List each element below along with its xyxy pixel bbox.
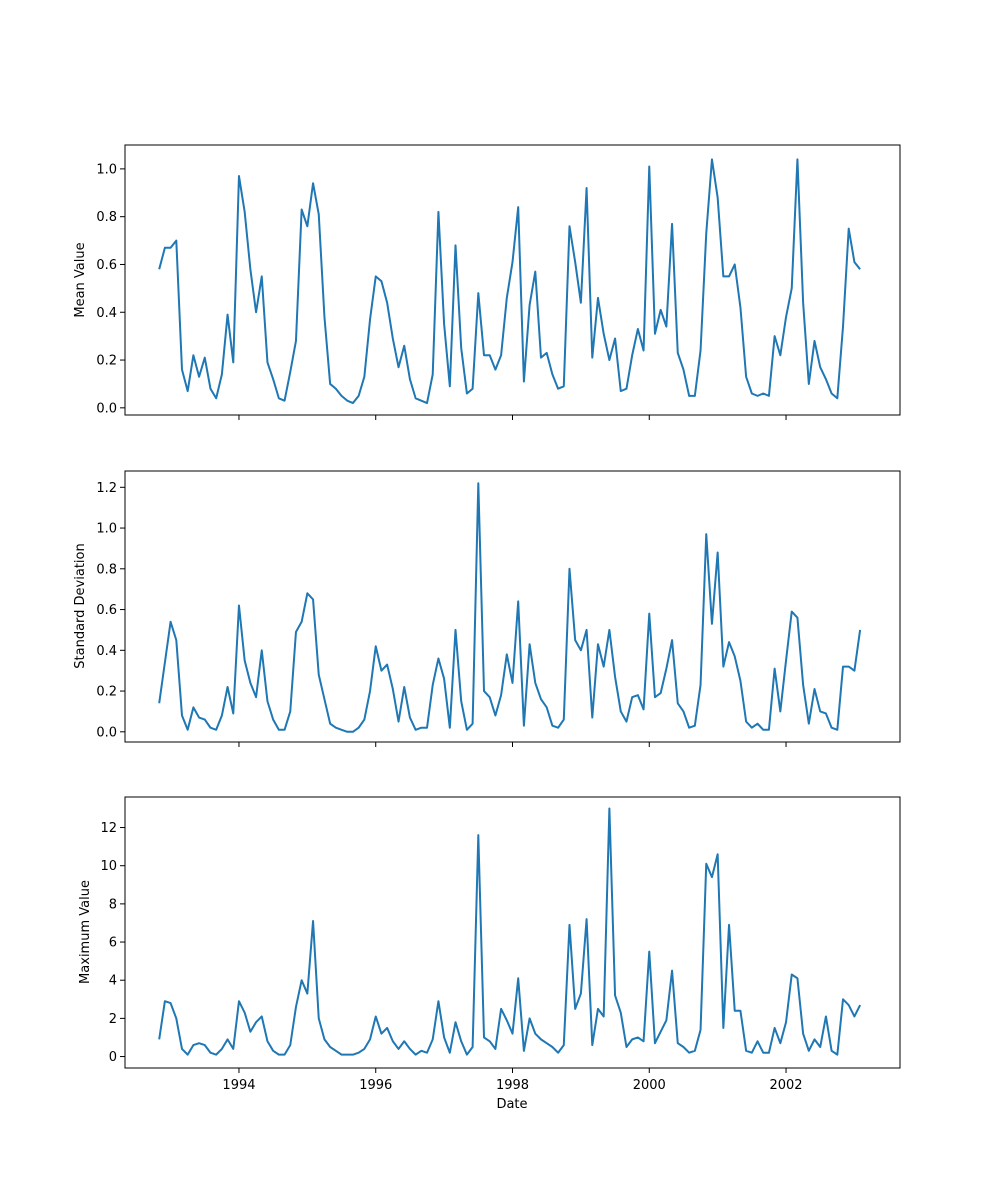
- standard-deviation-line: [158, 482, 862, 733]
- mean-value-line: [158, 158, 861, 405]
- y-tick-label: 2: [109, 1012, 117, 1027]
- y-axis-ticks: 0 2 4 6 8 10 12: [100, 821, 125, 1065]
- y-tick-label: 1.0: [96, 522, 117, 537]
- y-tick-label: 0.8: [96, 210, 117, 225]
- y-tick-label: 0.2: [96, 354, 117, 369]
- x-tick-label: 1998: [496, 1078, 529, 1093]
- x-tick-label: 2000: [633, 1078, 666, 1093]
- y-tick-label: 0.0: [96, 725, 117, 740]
- y-tick-label: 0.4: [96, 306, 117, 321]
- x-axis-ticks: 1994 1996 1998 2000 2002: [222, 1068, 803, 1093]
- y-axis-ticks: 0.0 0.2 0.4 0.6 0.8 1.0: [96, 162, 125, 416]
- y-axis-label: Maximum Value: [78, 880, 93, 984]
- y-tick-label: 4: [109, 974, 117, 989]
- y-tick-label: 1.2: [96, 481, 117, 496]
- panel-standard-deviation: 0.0 0.2 0.4 0.6 0.8 1.0 1.2 Standard Deviation: [73, 470, 901, 747]
- x-axis-ticks: [238, 415, 787, 420]
- panel-mean-value: 0.0 0.2 0.4 0.6 0.8 1.0 Mean Value: [73, 144, 901, 420]
- y-axis-ticks: 0.0 0.2 0.4 0.6 0.8 1.0 1.2: [96, 481, 125, 740]
- y-axis-label: Mean Value: [73, 242, 88, 317]
- y-tick-label: 0.6: [96, 603, 117, 618]
- x-axis-label: Date: [496, 1097, 527, 1112]
- y-tick-label: 0.0: [96, 401, 117, 416]
- y-axis-label: Standard Deviation: [73, 543, 88, 668]
- x-axis-ticks: [238, 742, 787, 747]
- y-tick-label: 0: [109, 1050, 117, 1065]
- x-tick-label: 2002: [769, 1078, 802, 1093]
- y-tick-label: 8: [109, 897, 117, 912]
- y-tick-label: 12: [100, 821, 117, 836]
- x-tick-label: 1994: [222, 1078, 255, 1093]
- y-tick-label: 6: [109, 936, 117, 951]
- y-tick-label: 0.6: [96, 258, 117, 273]
- y-tick-label: 0.4: [96, 644, 117, 659]
- panel-maximum-value: 0 2 4 6 8 10 12 1994 1996 1998 2000 2002 Maximum V…: [78, 796, 901, 1093]
- y-tick-label: 1.0: [96, 162, 117, 177]
- y-tick-label: 0.8: [96, 562, 117, 577]
- y-tick-label: 10: [100, 859, 117, 874]
- y-tick-label: 0.2: [96, 685, 117, 700]
- x-tick-label: 1996: [359, 1078, 392, 1093]
- maximum-value-line: [158, 807, 862, 1056]
